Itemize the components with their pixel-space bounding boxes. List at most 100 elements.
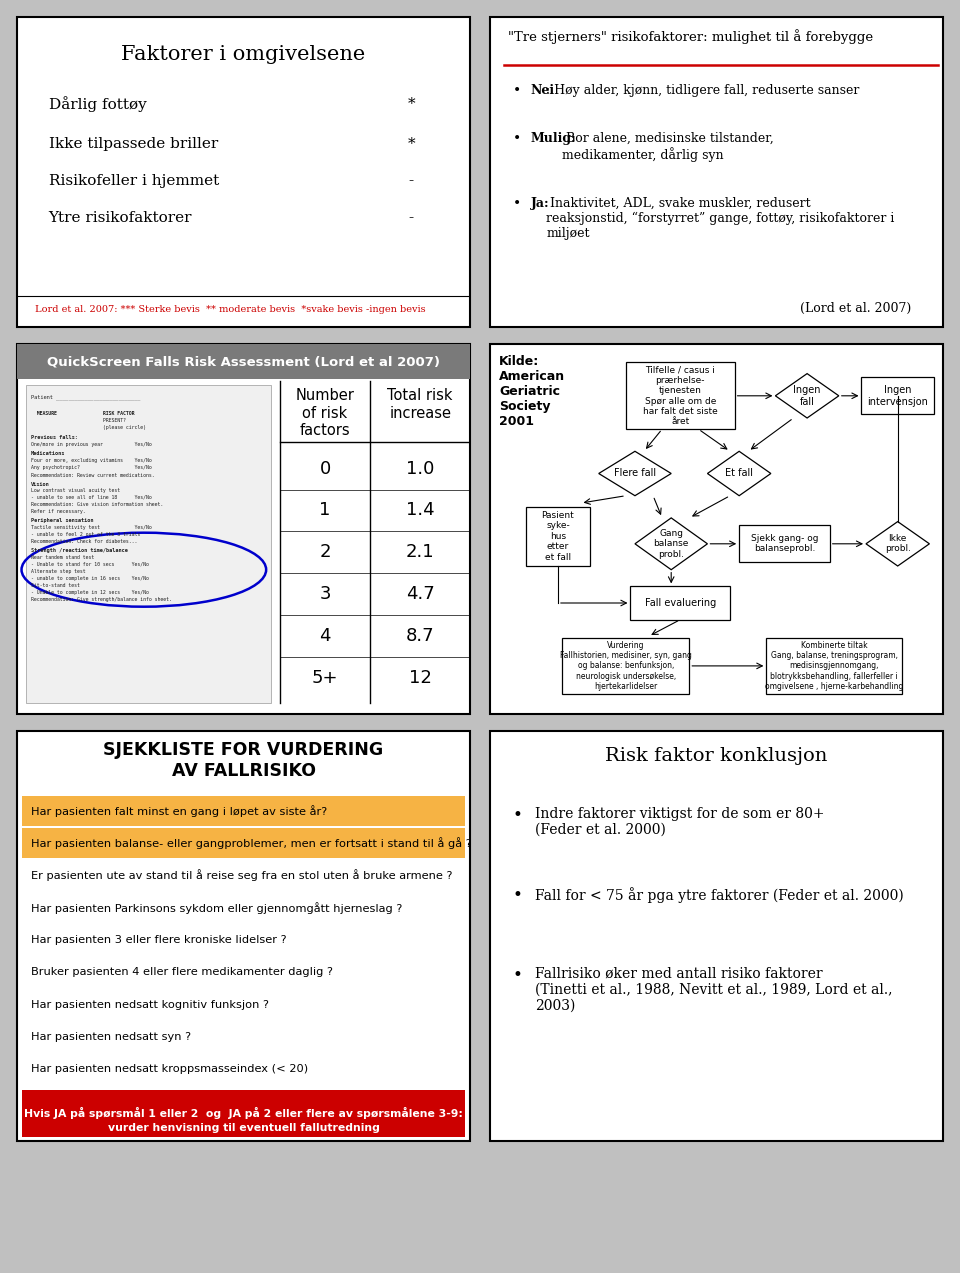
Text: Gang
balanse
probl.: Gang balanse probl. [654,528,689,559]
Bar [563,638,689,694]
Text: Inaktivitet, ADL, svake muskler, redusert
reaksjonstid, “forstyrret” gange, fott: Inaktivitet, ADL, svake muskler, reduser… [546,197,895,241]
Bar [739,526,829,563]
Text: Ingen
intervensjon: Ingen intervensjon [867,384,928,406]
Text: Ja:: Ja: [531,197,549,210]
Text: Alternate step test: Alternate step test [31,569,85,574]
Text: Risikofeller i hjemmet: Risikofeller i hjemmet [49,174,219,188]
Bar [526,507,589,566]
Text: Four or more, excluding vitamins    Yes/No: Four or more, excluding vitamins Yes/No [31,458,152,463]
Text: Har pasienten nedsatt kognitiv funksjon ?: Har pasienten nedsatt kognitiv funksjon … [31,999,269,1009]
Text: -: - [409,174,414,188]
Text: Kilde:
American
Geriatric
Society
2001: Kilde: American Geriatric Society 2001 [499,355,565,428]
Text: Low contrast visual acuity test: Low contrast visual acuity test [31,489,120,494]
Text: Fallrisiko øker med antall risiko faktorer
(Tinetti et al., 1988, Nevitt et al.,: Fallrisiko øker med antall risiko faktor… [536,966,893,1013]
Text: •: • [513,807,522,824]
Text: Hvis JA på spørsmål 1 eller 2  og  JA på 2 eller flere av spørsmålene 3-9:: Hvis JA på spørsmål 1 eller 2 og JA på 2… [24,1108,463,1119]
Text: Recommendation: Check for diabetes...: Recommendation: Check for diabetes... [31,540,137,545]
Text: Bruker pasienten 4 eller flere medikamenter daglig ?: Bruker pasienten 4 eller flere medikamen… [31,967,332,978]
Text: Kombinerte tiltak
Gang, balanse, treningsprogram,
medisinsgjennomgang,
blotrykks: Kombinerte tiltak Gang, balanse, trening… [765,640,903,691]
Text: QuickScreen Falls Risk Assessment (Lord et al 2007): QuickScreen Falls Risk Assessment (Lord … [47,355,440,368]
Bar [861,377,934,414]
Text: 12: 12 [409,670,432,687]
Text: 8.7: 8.7 [406,628,435,645]
Text: Vision: Vision [31,481,49,486]
Text: (Lord et al. 2007): (Lord et al. 2007) [800,302,911,314]
Text: Any psychotropic?                   Yes/No: Any psychotropic? Yes/No [31,466,152,470]
Text: 4.7: 4.7 [406,586,435,603]
Polygon shape [599,452,671,495]
Text: - unable to see all of line 18      Yes/No: - unable to see all of line 18 Yes/No [31,495,152,500]
Text: *: * [407,137,415,151]
Text: Peripheral sensation: Peripheral sensation [31,518,93,523]
Text: : Høy alder, kjønn, tidligere fall, reduserte sanser: : Høy alder, kjønn, tidligere fall, redu… [546,84,860,97]
Text: *: * [407,97,415,111]
Text: Previous falls:: Previous falls: [31,434,78,439]
Text: PRESENT?: PRESENT? [31,418,126,423]
Bar [766,638,902,694]
Text: Ikke
probl.: Ikke probl. [885,535,911,554]
Text: Tilfelle / casus i
prærhelse-
tjenesten
Spør alle om de
har falt det siste
året: Tilfelle / casus i prærhelse- tjenesten … [643,365,718,426]
Polygon shape [776,373,839,418]
Bar [21,796,466,826]
Text: Near tandem stand test: Near tandem stand test [31,555,94,560]
Text: 4: 4 [320,628,331,645]
Text: •: • [513,197,521,211]
Text: Har pasienten balanse- eller gangproblemer, men er fortsatt i stand til å gå ?: Har pasienten balanse- eller gangproblem… [31,838,471,849]
Text: Har pasienten falt minst en gang i løpet av siste år?: Har pasienten falt minst en gang i løpet… [31,805,326,817]
Text: "Tre stjerners" risikofaktorer: mulighet til å forebygge: "Tre stjerners" risikofaktorer: mulighet… [508,29,874,45]
Text: Patient ___________________________: Patient ___________________________ [31,393,140,400]
Text: Mulig:: Mulig: [531,131,577,145]
Bar [21,1090,466,1137]
Text: SJEKKLISTE FOR VURDERING
AV FALLRISIKO: SJEKKLISTE FOR VURDERING AV FALLRISIKO [104,741,384,780]
Text: Indre faktorer viktigst for de som er 80+
(Feder et al. 2000): Indre faktorer viktigst for de som er 80… [536,807,825,838]
Text: Recommendation: Give strength/balance info sheet.: Recommendation: Give strength/balance in… [31,597,172,602]
Text: Strength /reaction time/balance: Strength /reaction time/balance [31,549,128,554]
Text: •: • [513,131,521,145]
Text: Refer if necessary.: Refer if necessary. [31,509,85,514]
Text: Medications: Medications [31,452,65,456]
Text: 1: 1 [320,502,331,519]
Text: (please circle): (please circle) [31,425,146,430]
Text: MEASURE                RISK FACTOR: MEASURE RISK FACTOR [31,411,134,415]
Text: Nei: Nei [531,84,555,97]
Text: 2.1: 2.1 [406,544,435,561]
Text: Pasient
syke-
hus
etter
et fall: Pasient syke- hus etter et fall [541,510,574,561]
Text: Fall for < 75 år pga ytre faktorer (Feder et al. 2000): Fall for < 75 år pga ytre faktorer (Fede… [536,887,904,903]
Text: Number
of risk
factors: Number of risk factors [296,388,354,438]
Text: 3: 3 [320,586,331,603]
Text: Lord et al. 2007: *** Sterke bevis  ** moderate bevis  *svake bevis -ingen bevis: Lord et al. 2007: *** Sterke bevis ** mo… [36,306,425,314]
Text: •: • [513,966,522,984]
Text: - unable to complete in 16 secs    Yes/No: - unable to complete in 16 secs Yes/No [31,575,149,580]
Text: Sit-to-stand test: Sit-to-stand test [31,583,80,588]
Text: Et fall: Et fall [725,468,754,479]
Text: Fall evaluering: Fall evaluering [644,598,716,608]
Text: Recommendation: Give vision information sheet.: Recommendation: Give vision information … [31,503,163,508]
Text: Sjekk gang- og
balanseprobl.: Sjekk gang- og balanseprobl. [751,535,818,554]
Text: Har pasienten Parkinsons sykdom eller gjennomgått hjerneslag ?: Har pasienten Parkinsons sykdom eller gj… [31,901,402,914]
Text: Har pasienten nedsatt syn ?: Har pasienten nedsatt syn ? [31,1032,191,1043]
Text: •: • [513,887,522,904]
Bar [26,384,271,703]
Text: Ikke tilpassede briller: Ikke tilpassede briller [49,137,218,151]
Polygon shape [635,518,708,570]
Text: 5+: 5+ [312,670,338,687]
Text: Recommendation: Review current medications.: Recommendation: Review current medicatio… [31,472,155,477]
Text: Total risk
increase: Total risk increase [388,388,453,421]
Text: Dårlig fottøy: Dårlig fottøy [49,95,147,112]
Text: Vurdering
Fallhistorien, medisiner, syn, gang
og balanse: benfunksjon,
neurologi: Vurdering Fallhistorien, medisiner, syn,… [560,640,692,691]
Text: Tactile sensitivity test            Yes/No: Tactile sensitivity test Yes/No [31,524,152,530]
Text: Ingen
fall: Ingen fall [793,384,821,406]
Text: vurder henvisning til eventuell fallutredning: vurder henvisning til eventuell fallutre… [108,1123,379,1133]
Text: 1.0: 1.0 [406,460,434,477]
Bar [631,587,731,620]
Text: - Unable to complete in 12 secs    Yes/No: - Unable to complete in 12 secs Yes/No [31,589,149,594]
Text: 0: 0 [320,460,330,477]
Text: Risk faktor konklusjon: Risk faktor konklusjon [606,747,828,765]
Text: Har pasienten 3 eller flere kroniske lidelser ?: Har pasienten 3 eller flere kroniske lid… [31,936,286,945]
Text: Bor alene, medisinske tilstander,
medikamenter, dårlig syn: Bor alene, medisinske tilstander, medika… [562,131,774,162]
Polygon shape [708,452,771,495]
Bar [17,344,470,379]
Polygon shape [866,522,929,566]
Text: Faktorer i omgivelsene: Faktorer i omgivelsene [121,45,366,64]
Bar [626,363,734,429]
